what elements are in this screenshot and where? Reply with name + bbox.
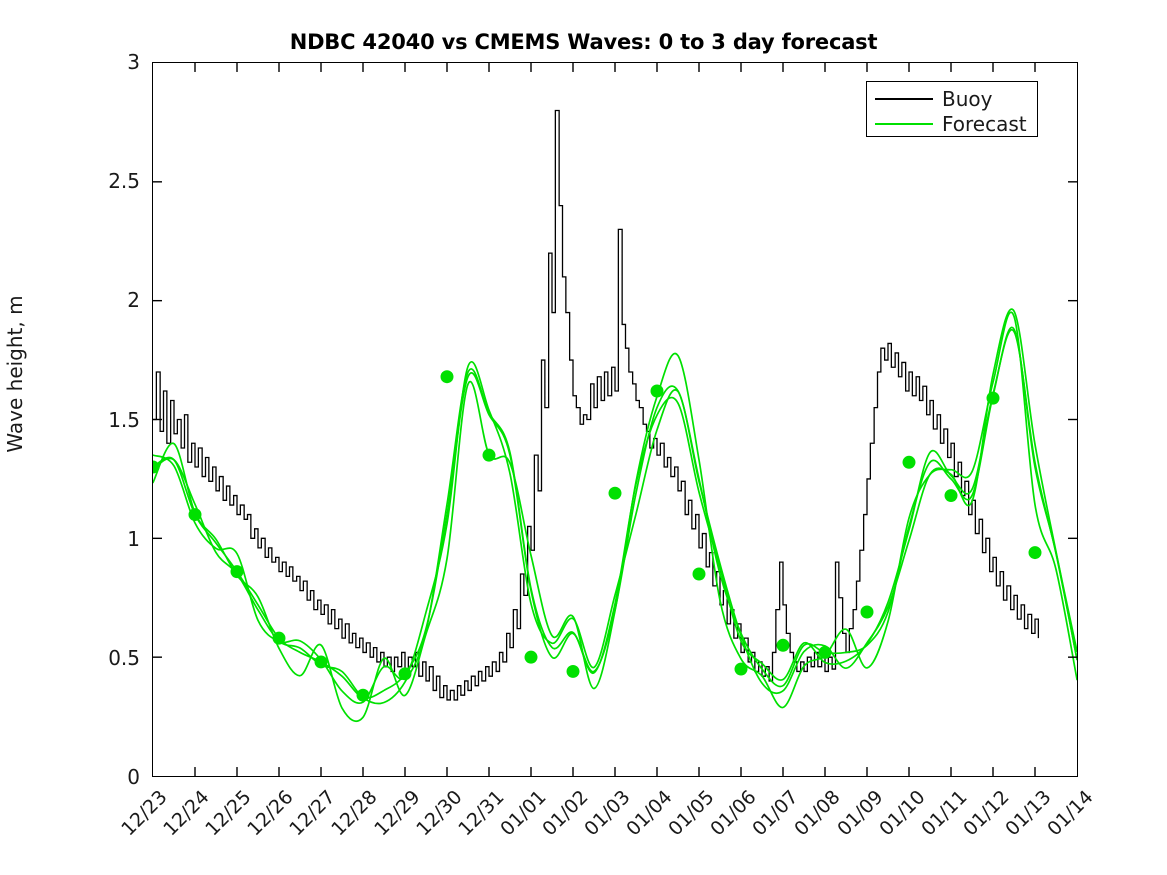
- legend-swatch-buoy: [875, 97, 933, 100]
- legend-label-forecast: Forecast: [942, 111, 1027, 136]
- legend-item-buoy: Buoy: [873, 86, 1031, 111]
- legend-box: Buoy Forecast: [866, 81, 1038, 137]
- chart-title: NDBC 42040 vs CMEMS Waves: 0 to 3 day fo…: [289, 30, 878, 54]
- series-forecast-markers: [153, 370, 1042, 702]
- legend-swatch-forecast: [875, 122, 933, 125]
- series-buoy-line: [153, 111, 1038, 700]
- axis-inner-ticks: [153, 63, 1077, 776]
- plot-area: Buoy Forecast: [152, 62, 1078, 777]
- plot-canvas: [153, 63, 1077, 776]
- legend-item-forecast: Forecast: [873, 111, 1031, 136]
- legend-label-buoy: Buoy: [942, 86, 993, 111]
